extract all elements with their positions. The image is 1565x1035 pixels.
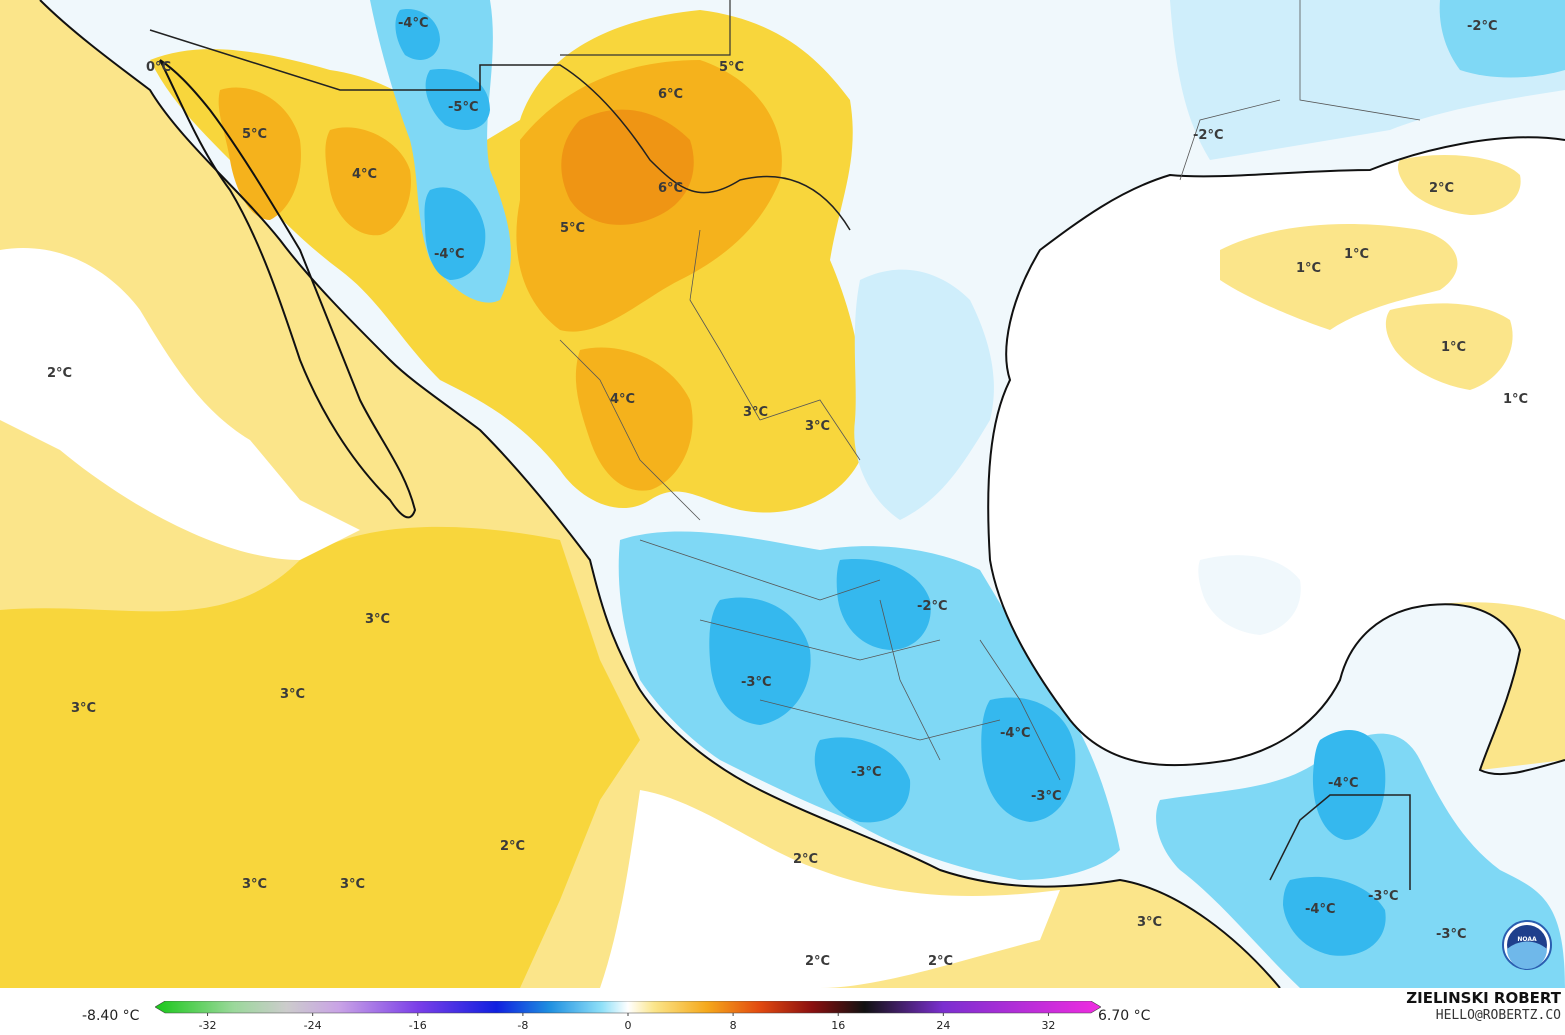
temp-label: 5°C xyxy=(560,221,585,236)
cold-region-central-america xyxy=(1156,733,1565,988)
temp-label: 3°C xyxy=(1137,915,1162,930)
cold-region-rockies-core xyxy=(395,9,490,281)
temp-label: -2°C xyxy=(917,599,947,614)
coastline-gulf xyxy=(987,136,1565,776)
pacific-neutral-south xyxy=(600,790,1060,988)
temp-label: -3°C xyxy=(1031,789,1061,804)
temperature-labels: -4°C 0°C -5°C 5°C 4°C -4°C 5°C 6°C 6°C 5… xyxy=(47,16,1528,969)
temp-label: 3°C xyxy=(71,701,96,716)
temp-label: 3°C xyxy=(743,405,768,420)
temp-label: -2°C xyxy=(1467,19,1497,34)
colorbar-tick-label: -16 xyxy=(409,1019,427,1032)
temp-label: 1°C xyxy=(1344,247,1369,262)
temp-label: 2°C xyxy=(1429,181,1454,196)
colorbar-tick-label: 8 xyxy=(730,1019,737,1032)
gulf-warm-patch-ne xyxy=(1397,155,1521,215)
temp-label: 4°C xyxy=(352,167,377,182)
warm-region-hot xyxy=(561,109,694,225)
temp-label: 3°C xyxy=(805,419,830,434)
temp-label: -3°C xyxy=(851,765,881,780)
max-value-label: 6.70 °C xyxy=(1098,1008,1151,1024)
cold-region-southern-core xyxy=(709,559,1076,823)
warm-region-central xyxy=(575,347,693,491)
color-scale-ramp xyxy=(155,1001,1101,1014)
temp-label: 2°C xyxy=(47,366,72,381)
temp-label: 1°C xyxy=(1503,392,1528,407)
temp-label: 2°C xyxy=(500,839,525,854)
temp-label: 6°C xyxy=(658,181,683,196)
noaa-logo: NOAA xyxy=(1502,920,1552,970)
temp-label: 0°C xyxy=(146,60,171,75)
temp-label: -3°C xyxy=(1368,889,1398,904)
temp-label: 1°C xyxy=(1441,340,1466,355)
cold-region-yucatan-core xyxy=(1283,730,1386,956)
coastline-pacific xyxy=(39,0,1281,988)
temp-label: 3°C xyxy=(365,612,390,627)
temp-label: 5°C xyxy=(719,60,744,75)
state-borders xyxy=(559,0,1421,781)
temp-label: 3°C xyxy=(242,877,267,892)
cold-region-gulf-coast xyxy=(854,269,994,520)
temp-label: 1°C xyxy=(1296,261,1321,276)
min-value-label: -8.40 °C xyxy=(82,1008,140,1024)
colorbar-tick-label: 24 xyxy=(936,1019,950,1032)
temp-label: -4°C xyxy=(1305,902,1335,917)
colorbar-tick-label: -32 xyxy=(199,1019,217,1032)
svg-text:NOAA: NOAA xyxy=(1517,936,1537,943)
temp-label: 6°C xyxy=(658,87,683,102)
temp-label: 3°C xyxy=(280,687,305,702)
warm-region-baja xyxy=(218,87,301,220)
colorbar-tick-label: 32 xyxy=(1041,1019,1055,1032)
gulf-warm-patch xyxy=(1220,224,1458,330)
color-scale-ticks: -32 -24 -16 -8 0 8 16 24 32 xyxy=(199,1013,1055,1032)
legend-footer: -8.40 °C -32 -24 -16 -8 0 8 16 24 32 6.70 °C ZIE… xyxy=(0,988,1565,1035)
warm-region-sonora xyxy=(325,127,411,236)
temp-label: -4°C xyxy=(434,247,464,262)
pacific-neutral-region xyxy=(0,248,360,560)
temp-label: 2°C xyxy=(793,852,818,867)
temp-label: -4°C xyxy=(398,16,428,31)
temp-label: 3°C xyxy=(340,877,365,892)
coastline-baja xyxy=(159,59,417,519)
temp-label: -4°C xyxy=(1328,776,1358,791)
border-guatemala xyxy=(1269,794,1411,890)
temp-label: -5°C xyxy=(448,100,478,115)
author-credit: ZIELINSKI ROBERT xyxy=(1406,989,1561,1007)
temp-label: 4°C xyxy=(610,392,635,407)
colorbar-tick-label: 0 xyxy=(625,1019,632,1032)
temp-label: -4°C xyxy=(1000,726,1030,741)
author-email: HELLO@ROBERTZ.CO xyxy=(1435,1008,1561,1023)
temp-label: -3°C xyxy=(741,675,771,690)
gulf-cold-patch xyxy=(1198,555,1301,635)
temp-label: 2°C xyxy=(805,954,830,969)
colorbar-tick-label: 16 xyxy=(831,1019,845,1032)
temp-label: 5°C xyxy=(242,127,267,142)
gulf-warm-patch-east xyxy=(1385,303,1513,390)
temp-label: -2°C xyxy=(1193,128,1223,143)
border-us-mexico xyxy=(149,29,851,231)
colorbar-tick-label: -24 xyxy=(304,1019,322,1032)
temp-label: 2°C xyxy=(928,954,953,969)
color-scale-bar: -32 -24 -16 -8 0 8 16 24 32 xyxy=(155,1001,1101,1032)
pacific-warm-region xyxy=(0,526,640,988)
temperature-anomaly-map: -4°C 0°C -5°C 5°C 4°C -4°C 5°C 6°C 6°C 5… xyxy=(0,0,1565,988)
cold-region-northeast-core xyxy=(1439,0,1565,78)
colorbar-tick-label: -8 xyxy=(517,1019,528,1032)
border-us-canada xyxy=(560,0,731,56)
temp-label: -3°C xyxy=(1436,927,1466,942)
